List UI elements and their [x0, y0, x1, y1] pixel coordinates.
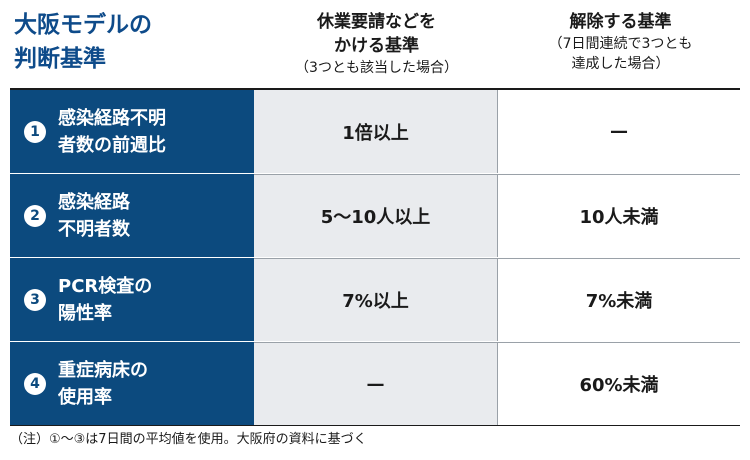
release-criterion-cell: 7%未満: [498, 258, 740, 341]
release-criterion-cell: 60%未満: [498, 342, 740, 425]
row-label-text: 感染経路 不明者数: [58, 189, 130, 243]
row-label-line-2: 不明者数: [58, 218, 130, 240]
title-line-2: 判断基準: [14, 46, 106, 72]
column-header-request-line-1: 休業要請などを: [317, 12, 436, 32]
row-label-line-1: 感染経路不明: [58, 107, 166, 129]
row-label-line-1: 感染経路: [58, 191, 130, 213]
column-header-release-sub-2: 達成した場合）: [571, 56, 670, 72]
column-header-request-sub: （3つとも該当した場合）: [295, 60, 458, 76]
row-label-line-2: 使用率: [58, 386, 112, 408]
release-criterion-cell: 10人未満: [498, 174, 740, 257]
row-number-badge: 4: [24, 372, 46, 395]
row-number-badge: 1: [24, 120, 46, 143]
table-row: 3 PCR検査の 陽性率 7%以上 7%未満: [10, 257, 740, 341]
table-row: 1 感染経路不明 者数の前週比 1倍以上 —: [10, 90, 740, 173]
row-label-line-2: 陽性率: [58, 302, 112, 324]
column-header-release-sub-1: （7日間連続で3つとも: [548, 36, 693, 52]
footnote: （注）①〜③は7日間の平均値を使用。大阪府の資料に基づく: [10, 432, 367, 447]
column-header-release-line-1: 解除する基準: [569, 12, 672, 32]
request-criterion-cell: 1倍以上: [254, 90, 498, 173]
row-label-text: 感染経路不明 者数の前週比: [58, 105, 166, 159]
column-header-release: 解除する基準 （7日間連続で3つとも 達成した場合）: [498, 10, 743, 74]
row-label: 4 重症病床の 使用率: [10, 342, 254, 425]
request-criterion-cell: —: [254, 342, 498, 425]
table-row: 4 重症病床の 使用率 — 60%未満: [10, 341, 740, 425]
column-header-request: 休業要請などを かける基準 （3つとも該当した場合）: [254, 10, 499, 78]
release-criterion-cell: —: [498, 90, 740, 173]
row-number-badge: 2: [24, 204, 46, 227]
row-label-text: 重症病床の 使用率: [58, 357, 148, 411]
row-label: 1 感染経路不明 者数の前週比: [10, 90, 254, 173]
row-number-badge: 3: [24, 288, 46, 311]
row-label-line-1: PCR検査の: [58, 275, 153, 297]
criteria-table: 1 感染経路不明 者数の前週比 1倍以上 — 2 感染経路 不明者数 5〜10人…: [10, 88, 740, 426]
table-row: 2 感染経路 不明者数 5〜10人以上 10人未満: [10, 173, 740, 257]
column-header-request-line-2: かける基準: [334, 36, 419, 56]
request-criterion-cell: 7%以上: [254, 258, 498, 341]
row-label-line-2: 者数の前週比: [58, 134, 166, 156]
page-title: 大阪モデルの 判断基準: [14, 8, 244, 76]
row-label: 2 感染経路 不明者数: [10, 174, 254, 257]
row-label-text: PCR検査の 陽性率: [58, 273, 152, 327]
row-label: 3 PCR検査の 陽性率: [10, 258, 254, 341]
row-label-line-1: 重症病床の: [58, 359, 148, 381]
request-criterion-cell: 5〜10人以上: [254, 174, 498, 257]
title-line-1: 大阪モデルの: [14, 12, 152, 38]
